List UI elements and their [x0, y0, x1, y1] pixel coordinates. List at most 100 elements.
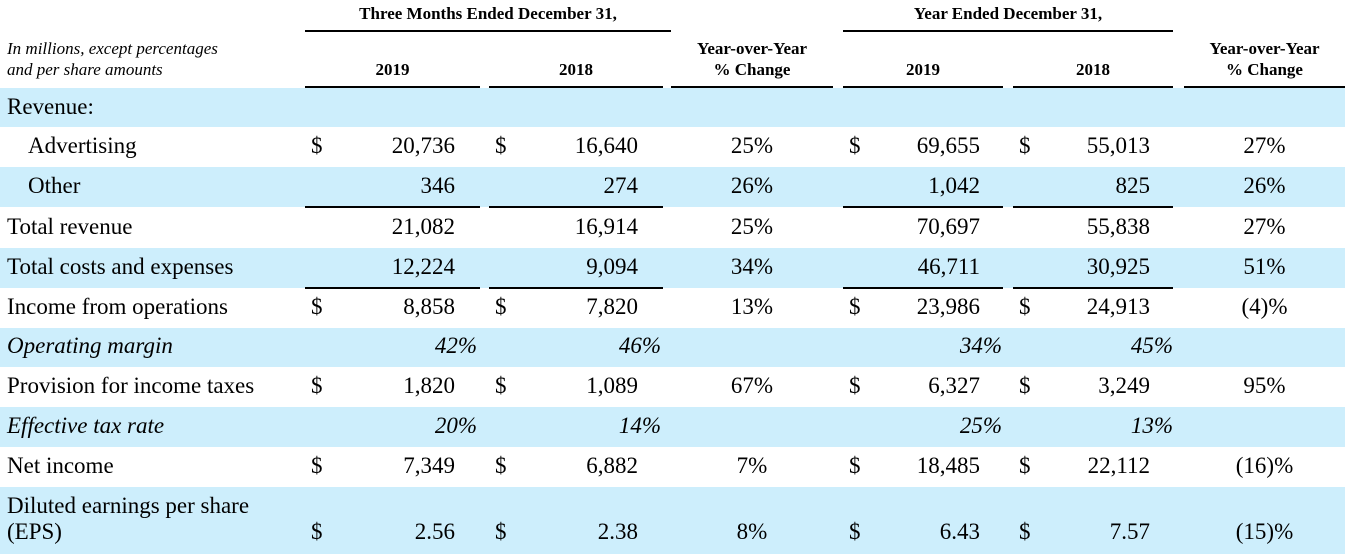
costs-rule-y2018 — [1013, 287, 1173, 289]
net-income-q2018: 6,882 — [586, 453, 638, 478]
row-total-costs: Total costs and expenses 12,224 9,094 34… — [0, 248, 1345, 288]
eps-q2018: 2.38 — [597, 519, 638, 544]
provision-ychg: 95% — [1243, 373, 1286, 398]
net-income-label: Net income — [7, 453, 114, 478]
total-costs-q2019: 12,224 — [391, 254, 455, 279]
provision-q2019-currency: $ — [311, 373, 323, 398]
row-total-revenue: Total revenue 21,082 16,914 25% 70,697 5… — [0, 208, 1345, 248]
total-revenue-q2018: 16,914 — [574, 214, 638, 239]
effective-tax-rate-label: Effective tax rate — [7, 413, 165, 438]
advertising-y2018: 55,013 — [1086, 133, 1150, 158]
col-rule-yoy-quarter — [671, 86, 833, 88]
net-income-q2019-currency: $ — [311, 453, 323, 478]
operating-margin-label: Operating margin — [7, 333, 173, 358]
advertising-qchg: 25% — [730, 133, 774, 158]
eps-ychg: (15)% — [1235, 519, 1294, 544]
total-revenue-y2019: 70,697 — [916, 214, 980, 239]
revenue-label: Revenue: — [7, 94, 94, 119]
provision-y2018-currency: $ — [1019, 373, 1031, 398]
effective-tax-rate-y2018: 13% — [1130, 413, 1173, 438]
net-income-q2019: 7,349 — [403, 453, 455, 478]
advertising-q2018: 16,640 — [574, 133, 638, 158]
advertising-q2019: 20,736 — [391, 133, 455, 158]
row-advertising: Advertising $ 20,736 $ 16,640 25% $ 69,6… — [0, 127, 1345, 167]
net-income-qchg: 7% — [736, 453, 768, 478]
col-rule-2019-quarter — [305, 86, 480, 88]
units-note-line1: In millions, except percentages — [7, 39, 218, 58]
diluted-eps-label: Diluted earnings per share (EPS) — [7, 493, 249, 545]
income-ops-y2019: 23,986 — [916, 294, 980, 319]
total-costs-label: Total costs and expenses — [7, 254, 234, 279]
costs-rule-y2019 — [843, 287, 1003, 289]
provision-q2018: 1,089 — [586, 373, 638, 398]
advertising-ychg: 27% — [1243, 133, 1286, 158]
total-costs-ychg: 51% — [1243, 254, 1286, 279]
total-costs-y2018: 30,925 — [1086, 254, 1150, 279]
diluted-eps-label-line2: (EPS) — [7, 519, 62, 544]
net-income-ychg: (16)% — [1235, 453, 1294, 478]
three-months-header: Three Months Ended December 31, — [359, 4, 617, 23]
row-provision: Provision for income taxes $ 1,820 $ 1,0… — [0, 367, 1345, 407]
col-rule-2018-year — [1013, 86, 1173, 88]
advertising-q2019-currency: $ — [311, 133, 323, 158]
row-diluted-eps: Diluted earnings per share (EPS) $ 2.56 … — [0, 487, 1345, 554]
income-ops-y2018-currency: $ — [1019, 294, 1031, 319]
eps-qchg: 8% — [736, 519, 768, 544]
operating-margin-y2018: 45% — [1130, 333, 1173, 358]
subtotal-rule-y2018 — [1013, 206, 1173, 208]
col-header-2019-year: 2019 — [906, 60, 940, 79]
col-header-yoy-year: Year-over-Year % Change — [1184, 38, 1345, 80]
provision-y2019-currency: $ — [849, 373, 861, 398]
net-income-y2019-currency: $ — [849, 453, 861, 478]
row-other: Other 346 274 26% 1,042 825 26% — [0, 167, 1345, 207]
net-income-q2018-currency: $ — [495, 453, 507, 478]
col-header-2019-quarter: 2019 — [375, 60, 410, 79]
income-ops-ychg: (4)% — [1241, 294, 1288, 319]
income-ops-y2019-currency: $ — [849, 294, 861, 319]
col-rule-yoy-year — [1184, 86, 1345, 88]
units-note-line2: and per share amounts — [7, 60, 163, 79]
provision-qchg: 67% — [730, 373, 774, 398]
total-revenue-qchg: 25% — [730, 214, 774, 239]
total-revenue-label: Total revenue — [7, 214, 133, 239]
advertising-y2019: 69,655 — [916, 133, 980, 158]
operating-margin-q2018: 46% — [618, 333, 661, 358]
other-y2018: 825 — [1115, 173, 1151, 198]
operating-margin-q2019: 42% — [434, 333, 477, 358]
eps-y2019: 6.43 — [939, 519, 980, 544]
provision-y2018: 3,249 — [1098, 373, 1150, 398]
other-ychg: 26% — [1243, 173, 1286, 198]
provision-q2019: 1,820 — [403, 373, 455, 398]
advertising-label: Advertising — [28, 133, 137, 158]
effective-tax-rate-q2019: 20% — [434, 413, 477, 438]
col-header-2018-year: 2018 — [1076, 60, 1110, 79]
year-ended-header: Year Ended December 31, — [913, 4, 1103, 23]
eps-q2019-currency: $ — [311, 519, 323, 544]
net-income-y2018: 22,112 — [1087, 453, 1150, 478]
income-ops-q2019: 8,858 — [403, 294, 455, 319]
col-header-yoy-quarter: Year-over-Year % Change — [671, 38, 833, 80]
net-income-y2019: 18,485 — [916, 453, 980, 478]
row-operating-margin: Operating margin 42% 46% 34% 45% — [0, 328, 1345, 367]
costs-rule-q2018 — [489, 287, 663, 289]
subtotal-rule-q2018 — [489, 206, 663, 208]
eps-q2018-currency: $ — [495, 519, 507, 544]
subtotal-rule-q2019 — [305, 206, 480, 208]
eps-y2018: 7.57 — [1109, 519, 1150, 544]
income-ops-label: Income from operations — [7, 294, 228, 319]
row-income-ops: Income from operations $ 8,858 $ 7,820 1… — [0, 289, 1345, 328]
units-note: In millions, except percentages and per … — [7, 38, 218, 80]
effective-tax-rate-q2018: 14% — [618, 413, 661, 438]
advertising-y2019-currency: $ — [849, 133, 861, 158]
col-rule-2019-year — [843, 86, 1003, 88]
provision-q2018-currency: $ — [495, 373, 507, 398]
operating-margin-y2019: 34% — [959, 333, 1002, 358]
income-ops-q2019-currency: $ — [311, 294, 323, 319]
three-months-header-rule — [305, 30, 671, 32]
advertising-y2018-currency: $ — [1019, 133, 1031, 158]
eps-y2018-currency: $ — [1019, 519, 1031, 544]
effective-tax-rate-y2019: 25% — [959, 413, 1002, 438]
other-label: Other — [28, 173, 81, 198]
provision-label: Provision for income taxes — [7, 373, 255, 398]
eps-q2019: 2.56 — [414, 519, 455, 544]
